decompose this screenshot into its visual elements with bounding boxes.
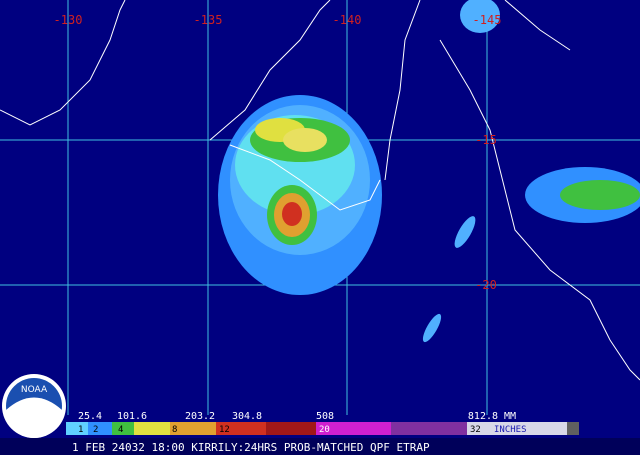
coast (439, 39, 640, 381)
mm-label: 25.4 (78, 411, 102, 422)
rain-area (282, 202, 302, 226)
logo-text: NOAA (21, 385, 48, 395)
mm-label: 508 (316, 411, 334, 422)
rainfall (218, 0, 640, 343)
color-step (170, 422, 216, 435)
mm-label: 101.6 (117, 411, 147, 422)
rain-area (560, 180, 640, 210)
inch-label: 12 (219, 425, 230, 435)
caption-band (0, 438, 640, 455)
mm-label: 203.2 (185, 411, 215, 422)
inch-label: 2 (93, 425, 98, 435)
inch-label: 8 (172, 425, 177, 435)
rain-area (460, 0, 500, 33)
latitude-label: -20 (475, 278, 497, 292)
coast (209, 0, 331, 141)
rain-area (422, 313, 442, 343)
color-step (266, 422, 316, 435)
coast (384, 0, 421, 181)
longitude-label: -135 (194, 13, 223, 27)
coast (229, 144, 381, 211)
caption: 1 FEB 24032 18:00 KIRRILY:24HRS PROB-MAT… (72, 441, 430, 454)
latitude-label: -15 (475, 133, 497, 147)
color-step (66, 422, 88, 435)
coast (0, 0, 126, 126)
mm-label: 304.8 (232, 411, 262, 422)
color-step (88, 422, 112, 435)
color-step (391, 422, 467, 435)
inch-label: INCHES (494, 425, 527, 435)
inch-label: 20 (319, 425, 330, 435)
color-step (134, 422, 170, 435)
rain-area (454, 216, 476, 248)
color-step (216, 422, 266, 435)
coastline (0, 0, 640, 381)
longitude-label: -140 (333, 13, 362, 27)
coast (504, 0, 571, 51)
rain-area (283, 128, 327, 152)
color-step (112, 422, 134, 435)
color-step (567, 422, 579, 435)
longitude-label: -130 (54, 13, 83, 27)
mm-label: 812.8 MM (468, 411, 516, 422)
noaa-logo: NOAA (2, 374, 66, 438)
longitude-label: -145 (473, 13, 502, 27)
inch-label: 4 (118, 425, 123, 435)
color-step (316, 422, 391, 435)
color-bar (66, 422, 579, 435)
inch-label: 1 (78, 425, 83, 435)
inch-label: 32 (470, 425, 481, 435)
color-step (467, 422, 567, 435)
logo-wave (6, 397, 62, 438)
